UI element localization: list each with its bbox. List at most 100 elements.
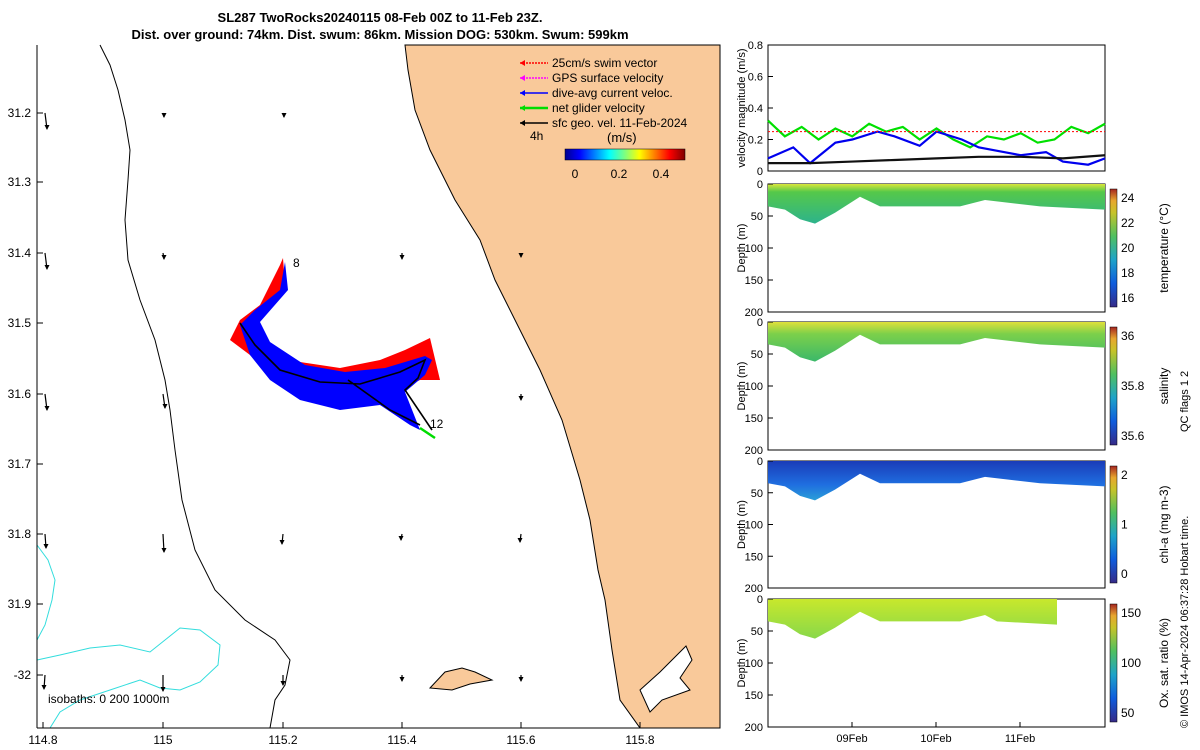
profile-ytick-label: 150 xyxy=(745,551,763,563)
profile-ylabel: Depth (m) xyxy=(736,224,748,273)
plot-title-line1: SL287 TwoRocks20240115 08-Feb 00Z to 11-… xyxy=(217,10,543,25)
profile-data-area xyxy=(768,184,1105,224)
map-panel: 8 12 114.8 115 115.2 115.4 115.6 115.8 31.231… xyxy=(8,44,721,747)
profile-ytick-label: 50 xyxy=(751,211,763,223)
profile-ytick-label: 0 xyxy=(757,456,763,468)
velocity-series-line xyxy=(768,154,1106,165)
profile-panel: 0 50 100 150 200 Depth (m) 16 18 20 22 24 temperatu… xyxy=(736,179,1171,319)
track-start-label: 8 xyxy=(293,256,300,270)
colorbar-tick-label: 2 xyxy=(1121,468,1128,482)
geo-velocity-arrowhead xyxy=(281,113,287,118)
plot-title-line2: Dist. over ground: 74km. Dist. swum: 86k… xyxy=(131,27,629,42)
profile-ytick-label: 200 xyxy=(745,722,763,734)
geo-velocity-arrowhead xyxy=(399,677,405,682)
legend-arrowhead xyxy=(520,120,525,126)
velocity-ytick-label: 0.8 xyxy=(748,40,763,52)
map-xtick-label: 114.8 xyxy=(28,733,57,747)
velocity-ytick-label: 0.2 xyxy=(748,135,763,147)
geo-velocity-arrowhead xyxy=(162,404,168,409)
profile-ytick-label: 0 xyxy=(757,594,763,606)
map-ytick-label: 31.7 xyxy=(8,457,32,471)
profile-colorbar xyxy=(1109,603,1118,723)
profile-data-area xyxy=(768,322,1105,362)
island xyxy=(428,667,494,691)
profile-ytick-label: 50 xyxy=(751,488,763,500)
geo-velocity-arrowhead xyxy=(44,406,50,411)
profile-data-area xyxy=(768,461,1105,501)
land xyxy=(404,44,721,729)
legend-arrowhead xyxy=(520,90,525,96)
profile-ytick-label: 150 xyxy=(745,413,763,425)
legend-label: 25cm/s swim vector xyxy=(552,56,657,70)
map-y-axis: 31.2 31.3 31.4 31.5 31.6 31.7 31.8 31.9 -32 xyxy=(8,106,43,682)
colorbar-tick-label: 150 xyxy=(1121,606,1141,620)
colorbar-label: temperature (°C) xyxy=(1157,203,1171,293)
geo-velocity-arrowhead xyxy=(518,677,524,682)
map-xtick-label: 115.2 xyxy=(268,733,297,747)
profile-ytick-label: 200 xyxy=(745,445,763,457)
geo-velocity-arrowhead xyxy=(161,255,167,260)
legend-label: net glider velocity xyxy=(552,101,645,115)
geo-velocity-arrowhead xyxy=(44,125,50,130)
colorbar-tick-label: 16 xyxy=(1121,291,1135,305)
map-ytick-label: -32 xyxy=(14,668,32,682)
geo-velocity-arrowhead xyxy=(399,255,405,260)
profile-ytick-label: 100 xyxy=(745,243,763,255)
colorbar-tick-label: 50 xyxy=(1121,706,1135,720)
map-ytick-label: 31.9 xyxy=(8,597,32,611)
profile-ylabel: Depth (m) xyxy=(736,639,748,688)
qc-flags-note: QC flags 1 2 xyxy=(1179,371,1191,432)
colorbar-tick-label: 0 xyxy=(1121,567,1128,581)
velocity-ylabel: velocity magnitude (m/s) xyxy=(736,48,748,167)
colorbar-label: chl-a (mg m-3) xyxy=(1157,485,1171,563)
profile-ylabel: Depth (m) xyxy=(736,362,748,411)
profile-ytick-label: 200 xyxy=(745,307,763,319)
map-xtick-label: 115 xyxy=(153,733,172,747)
colorbar-tick-label: 24 xyxy=(1121,191,1135,205)
profile-ytick-label: 100 xyxy=(745,520,763,532)
legend-label: sfc geo. vel. 11-Feb-2024 xyxy=(552,116,688,130)
geo-velocity-arrowhead xyxy=(518,253,524,258)
map-ytick-label: 31.4 xyxy=(8,246,32,260)
colorbar-tick-label: 36 xyxy=(1121,329,1135,343)
velocity-axes xyxy=(767,44,1106,172)
map-ytick-label: 31.3 xyxy=(8,175,32,189)
velocity-ytick-label: 0 xyxy=(757,166,763,178)
speed-colorbar-ticks: 0 0.2 0.4 xyxy=(572,167,670,181)
geo-velocity-arrowhead xyxy=(280,681,286,686)
profile-ytick-label: 150 xyxy=(745,275,763,287)
profile-ytick-label: 100 xyxy=(745,658,763,670)
profile-panel: 0 50 100 150 200 Depth (m) 35.6 35.8 36 salinity xyxy=(736,317,1171,457)
geo-velocity-arrows xyxy=(41,112,524,692)
isobaths-label: isobaths: 0 200 1000m xyxy=(48,692,169,706)
profile-ytick-label: 0 xyxy=(757,179,763,191)
profile-ylabel: Depth (m) xyxy=(736,500,748,549)
geo-velocity-arrowhead xyxy=(518,396,524,401)
profile-ytick-label: 150 xyxy=(745,690,763,702)
colorbar-title: (m/s) xyxy=(607,130,637,145)
colorbar-tick-label: 0 xyxy=(572,167,579,181)
colorbar-tick-label: 100 xyxy=(1121,656,1141,670)
profile-data-area xyxy=(768,599,1057,639)
colorbar-tick-label: 22 xyxy=(1121,216,1135,230)
profile-colorbar xyxy=(1109,188,1118,308)
profile-panel: 0 50 100 150 200 Depth (m) 0 1 2 chl-a (mg m-3) xyxy=(736,456,1171,595)
velocity-ytick-label: 0.6 xyxy=(748,72,763,84)
time-scale-label: 4h xyxy=(530,129,543,143)
geo-velocity-arrowhead xyxy=(161,548,167,553)
geo-velocity-arrowhead xyxy=(279,540,285,545)
colorbar-label: Ox. sat. ratio (%) xyxy=(1157,618,1171,708)
profile-colorbar xyxy=(1109,326,1118,446)
map-ytick-label: 31.8 xyxy=(8,527,32,541)
geo-velocity-arrowhead xyxy=(398,536,404,541)
profile-ytick-label: 100 xyxy=(745,381,763,393)
geo-velocity-arrowhead xyxy=(44,265,50,270)
date-tick-label: 09Feb xyxy=(836,733,867,745)
estuary xyxy=(639,645,693,713)
legend-label: GPS surface velocity xyxy=(552,71,663,85)
map-xtick-label: 115.6 xyxy=(506,733,535,747)
geo-velocity-arrowhead xyxy=(41,685,47,690)
